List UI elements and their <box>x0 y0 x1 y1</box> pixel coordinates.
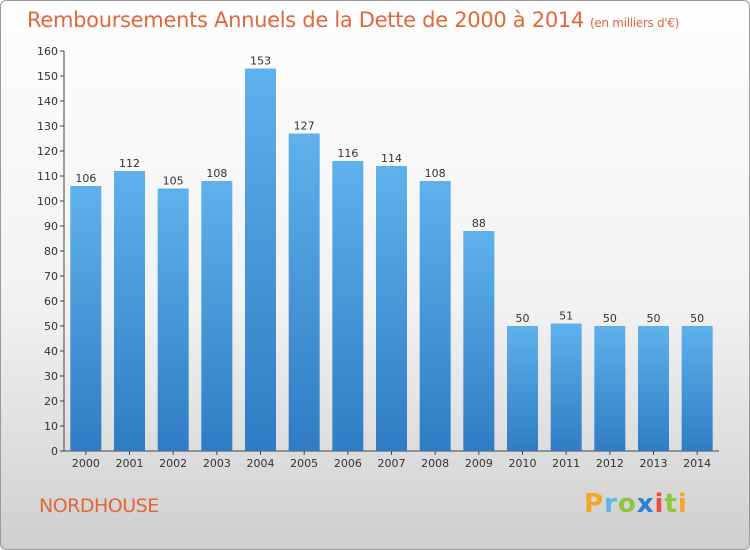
bar-value-label: 51 <box>559 310 573 323</box>
y-tick-label: 120 <box>37 145 58 158</box>
x-tick-label: 2004 <box>247 457 275 470</box>
y-tick-label: 0 <box>51 445 58 458</box>
x-tick-label: 2013 <box>640 457 668 470</box>
y-tick-label: 130 <box>37 120 58 133</box>
bar <box>419 181 451 451</box>
y-tick-label: 80 <box>44 245 58 258</box>
bar <box>594 326 626 451</box>
y-tick-label: 40 <box>44 345 58 358</box>
bar-value-label: 50 <box>516 312 530 325</box>
y-tick-label: 50 <box>44 320 58 333</box>
x-tick-label: 2011 <box>552 457 580 470</box>
bars: 106 112 105 108 153 127 116 114 108 88 50 51 50 50 50 <box>70 55 713 451</box>
y-axis: 0 10 20 30 40 50 60 70 80 90 100 110 120 130 140 150 160 <box>37 45 65 458</box>
y-tick-label: 160 <box>37 45 58 58</box>
bar <box>376 166 407 451</box>
bar <box>201 181 233 451</box>
bar <box>245 68 276 451</box>
y-tick-label: 110 <box>37 170 58 183</box>
bar-value-label: 50 <box>690 312 704 325</box>
bar <box>157 188 189 451</box>
x-tick-label: 2005 <box>290 457 318 470</box>
x-tick-label: 2006 <box>334 457 362 470</box>
y-tick-label: 140 <box>37 95 58 108</box>
y-tick-label: 60 <box>44 295 58 308</box>
bar-value-label: 105 <box>163 175 184 188</box>
bar-value-label: 50 <box>603 312 617 325</box>
x-tick-label: 2000 <box>72 457 100 470</box>
chart-title-text: Remboursements Annuels de la Dette de 20… <box>27 8 584 32</box>
x-tick-label: 2014 <box>683 457 711 470</box>
bar-value-label: 127 <box>294 120 315 133</box>
x-tick-label: 2008 <box>421 457 449 470</box>
bar-value-label: 88 <box>472 217 486 230</box>
bar <box>507 326 538 451</box>
y-tick-label: 30 <box>44 370 58 383</box>
chart-subtitle: (en milliers d'€) <box>590 16 680 30</box>
commune-name: NORDHOUSE <box>39 495 159 517</box>
bar <box>70 186 102 451</box>
y-tick-label: 10 <box>44 420 58 433</box>
y-tick-label: 150 <box>37 70 58 83</box>
chart-title: Remboursements Annuels de la Dette de 20… <box>27 8 679 32</box>
bar-value-label: 106 <box>75 172 96 185</box>
x-tick-label: 2003 <box>203 457 231 470</box>
bar <box>288 133 320 451</box>
x-tick-label: 2002 <box>159 457 187 470</box>
y-tick-label: 100 <box>37 195 58 208</box>
bar-value-label: 108 <box>206 167 227 180</box>
y-tick-label: 90 <box>44 220 58 233</box>
x-tick-label: 2001 <box>116 457 144 470</box>
bar <box>114 171 145 451</box>
bar <box>332 161 364 451</box>
x-tick-label: 2010 <box>509 457 537 470</box>
bar-value-label: 108 <box>425 167 446 180</box>
proxiti-logo[interactable]: Proxiti <box>584 489 688 519</box>
bar-value-label: 114 <box>381 152 402 165</box>
x-tick-label: 2012 <box>596 457 624 470</box>
bar <box>463 231 495 451</box>
y-tick-label: 20 <box>44 395 58 408</box>
bar-value-label: 50 <box>647 312 661 325</box>
bar-value-label: 153 <box>250 55 271 68</box>
x-tick-label: 2007 <box>378 457 406 470</box>
bar-value-label: 116 <box>337 147 358 160</box>
x-tick-label: 2009 <box>465 457 493 470</box>
y-tick-label: 70 <box>44 270 58 283</box>
bar-value-label: 112 <box>119 157 140 170</box>
bar <box>550 323 582 451</box>
bar <box>681 326 713 451</box>
bar <box>638 326 669 451</box>
x-axis: 2000 2001 2002 2003 2004 2005 2006 2007 2008 2009… <box>64 450 719 470</box>
